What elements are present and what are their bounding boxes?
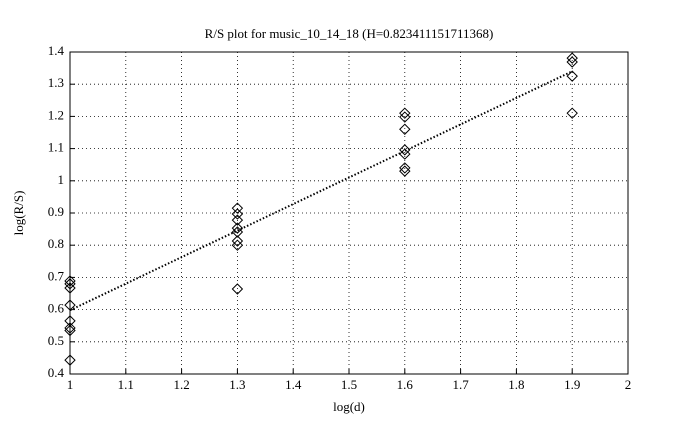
y-tick-label: 1.2 — [48, 107, 64, 122]
data-point — [566, 52, 578, 64]
y-axis-label: log(R/S) — [11, 191, 26, 236]
x-tick-label: 1 — [67, 377, 74, 392]
y-tick-label: 0.7 — [48, 268, 65, 283]
x-tick-label: 1.1 — [118, 377, 134, 392]
data-point — [231, 202, 244, 214]
data-point — [399, 107, 411, 119]
data-point — [231, 226, 244, 238]
data-point — [231, 214, 244, 226]
data-point — [231, 208, 244, 220]
x-tick-label: 1.2 — [173, 377, 189, 392]
y-tick-label: 0.5 — [48, 333, 64, 348]
x-tick-label: 1.5 — [341, 377, 357, 392]
x-axis-label: log(d) — [333, 399, 365, 414]
x-tick-label: 1.6 — [397, 377, 414, 392]
y-tick-label: 0.8 — [48, 236, 64, 251]
data-point — [64, 282, 76, 294]
data-point — [566, 107, 578, 119]
data-point — [399, 123, 411, 135]
data-point — [399, 111, 411, 123]
data-point — [64, 322, 76, 334]
data-point — [399, 144, 411, 156]
data-point — [231, 222, 244, 234]
chart-title: R/S plot for music_10_14_18 (H=0.8234111… — [205, 26, 494, 41]
plot-frame — [69, 51, 629, 375]
data-point — [64, 324, 76, 337]
data-point — [231, 239, 244, 251]
data-point — [231, 283, 244, 295]
x-tick-label: 1.8 — [508, 377, 524, 392]
data-point — [64, 275, 76, 287]
x-tick-label: 1.7 — [452, 377, 469, 392]
y-tick-label: 0.6 — [48, 301, 65, 316]
data-point — [566, 70, 578, 82]
data-point — [64, 278, 76, 290]
x-tick-label: 2 — [625, 377, 632, 392]
data-point — [231, 235, 244, 247]
y-tick-label: 1.3 — [48, 75, 64, 90]
data-point — [64, 354, 76, 366]
y-tick-label: 0.4 — [48, 365, 65, 380]
fit-line — [69, 70, 573, 312]
data-point — [566, 56, 578, 68]
x-tick-label: 1.9 — [564, 377, 580, 392]
y-tick-label: 1.4 — [48, 43, 65, 58]
y-tick-label: 1.1 — [48, 140, 64, 155]
data-point — [399, 162, 411, 174]
y-tick-label: 0.9 — [48, 204, 64, 219]
x-tick-label: 1.3 — [229, 377, 245, 392]
data-point — [399, 148, 411, 160]
x-tick-label: 1.4 — [285, 377, 302, 392]
y-tick-label: 1 — [58, 172, 65, 187]
data-point — [399, 165, 411, 177]
